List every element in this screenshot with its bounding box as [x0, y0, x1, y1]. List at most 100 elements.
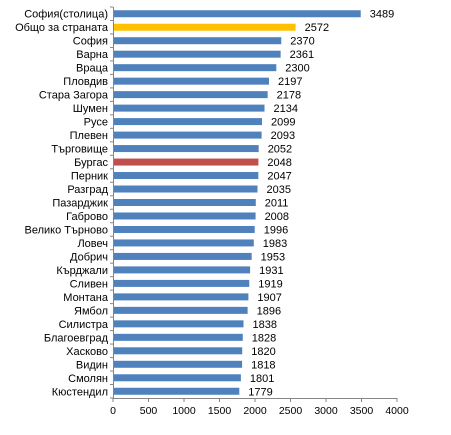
bar — [113, 266, 251, 274]
bar — [113, 239, 254, 247]
value-label: 2008 — [265, 211, 289, 223]
value-label: 1818 — [251, 359, 275, 371]
category-label: Монтана — [63, 292, 109, 304]
x-tick-label: 3500 — [350, 405, 374, 417]
bar — [113, 374, 241, 382]
category-label: Перник — [71, 171, 108, 183]
value-label: 2048 — [267, 157, 291, 169]
category-label: Пазарджик — [52, 198, 108, 210]
category-label: Велико Търново — [24, 224, 108, 236]
category-label: Русе — [84, 117, 108, 129]
bar — [113, 333, 243, 341]
category-label: Търговище — [51, 144, 108, 156]
category-label: Благоевград — [44, 332, 109, 344]
bar — [113, 131, 262, 139]
category-label: Габрово — [66, 211, 108, 223]
bar — [113, 23, 296, 31]
x-tick-label: 1500 — [208, 405, 232, 417]
bar — [113, 279, 250, 287]
value-label: 2300 — [285, 63, 309, 75]
value-label: 1983 — [263, 238, 287, 250]
bar — [113, 104, 265, 112]
category-label: Пловдив — [63, 76, 108, 88]
category-label: Шумен — [73, 103, 108, 115]
bar — [113, 293, 249, 301]
x-tick-label: 2000 — [243, 405, 267, 417]
category-labels: София(столица)Общо за страната СофияВарна… — [15, 9, 109, 399]
category-label: София(столица) — [24, 9, 108, 21]
value-label: 1919 — [258, 278, 282, 290]
bar — [113, 145, 259, 153]
bar — [113, 91, 268, 99]
x-tick-label: 1000 — [172, 405, 196, 417]
x-axis-ticks: 0 500 1000 1500 2000 2500 3000 3500 4000 — [110, 6, 409, 417]
category-label: Общо за страната — [15, 22, 109, 34]
value-label: 2093 — [271, 130, 295, 142]
value-label: 1820 — [251, 346, 275, 358]
x-tick-label: 500 — [140, 405, 158, 417]
bar — [113, 37, 282, 45]
bar — [113, 10, 361, 18]
value-label: 1996 — [264, 224, 288, 236]
bar — [113, 252, 252, 260]
category-label: Ловеч — [77, 238, 108, 250]
bar — [113, 360, 243, 368]
value-label: 1779 — [248, 386, 272, 398]
category-label: София — [73, 36, 108, 48]
value-label: 1828 — [252, 332, 276, 344]
category-label: Видин — [76, 359, 108, 371]
bar — [113, 347, 243, 355]
category-label: Бургас — [74, 157, 108, 169]
x-tick-label: 3000 — [314, 405, 338, 417]
value-label: 2572 — [305, 22, 329, 34]
category-label: Разград — [67, 184, 108, 196]
bar — [113, 185, 258, 193]
category-label: Ямбол — [74, 305, 108, 317]
bar — [113, 50, 281, 58]
value-label: 2178 — [277, 90, 301, 102]
category-label: Варна — [76, 49, 109, 61]
value-label: 2052 — [268, 144, 292, 156]
bar — [113, 77, 269, 85]
value-label: 2134 — [274, 103, 298, 115]
category-label: Кюстендил — [52, 386, 108, 398]
value-label: 2035 — [266, 184, 290, 196]
value-label: 2099 — [271, 117, 295, 129]
category-label: Враца — [76, 63, 109, 75]
value-label: 2047 — [267, 171, 291, 183]
value-label: 1953 — [261, 251, 285, 263]
bar — [113, 118, 263, 126]
value-label: 1931 — [259, 265, 283, 277]
value-label: 2197 — [278, 76, 302, 88]
x-tick-label: 2500 — [279, 405, 303, 417]
x-tick-label: 0 — [110, 405, 116, 417]
value-label: 1801 — [250, 373, 274, 385]
category-label: Плевен — [70, 130, 108, 142]
value-label: 1907 — [257, 292, 281, 304]
category-label: Хасково — [66, 346, 108, 358]
bars-group — [113, 10, 361, 395]
category-label: Стара Загора — [39, 90, 109, 102]
value-label: 1838 — [253, 319, 277, 331]
category-label: Кърджали — [56, 265, 108, 277]
category-label: Смолян — [68, 373, 108, 385]
bar — [113, 199, 256, 206]
bar — [113, 172, 259, 180]
bar — [113, 387, 240, 395]
x-tick-label: 4000 — [385, 405, 409, 417]
bar — [113, 158, 259, 166]
category-label: Добрич — [70, 251, 108, 263]
bar — [113, 64, 277, 72]
bar — [113, 225, 255, 233]
value-label: 2361 — [290, 49, 314, 61]
bar — [113, 306, 248, 314]
bar — [113, 320, 244, 328]
value-label: 2011 — [265, 198, 289, 210]
bar — [113, 212, 256, 220]
value-label: 3489 — [370, 9, 394, 21]
category-label: Силистра — [59, 319, 109, 331]
category-label: Сливен — [70, 278, 108, 290]
value-label: 1896 — [257, 305, 281, 317]
